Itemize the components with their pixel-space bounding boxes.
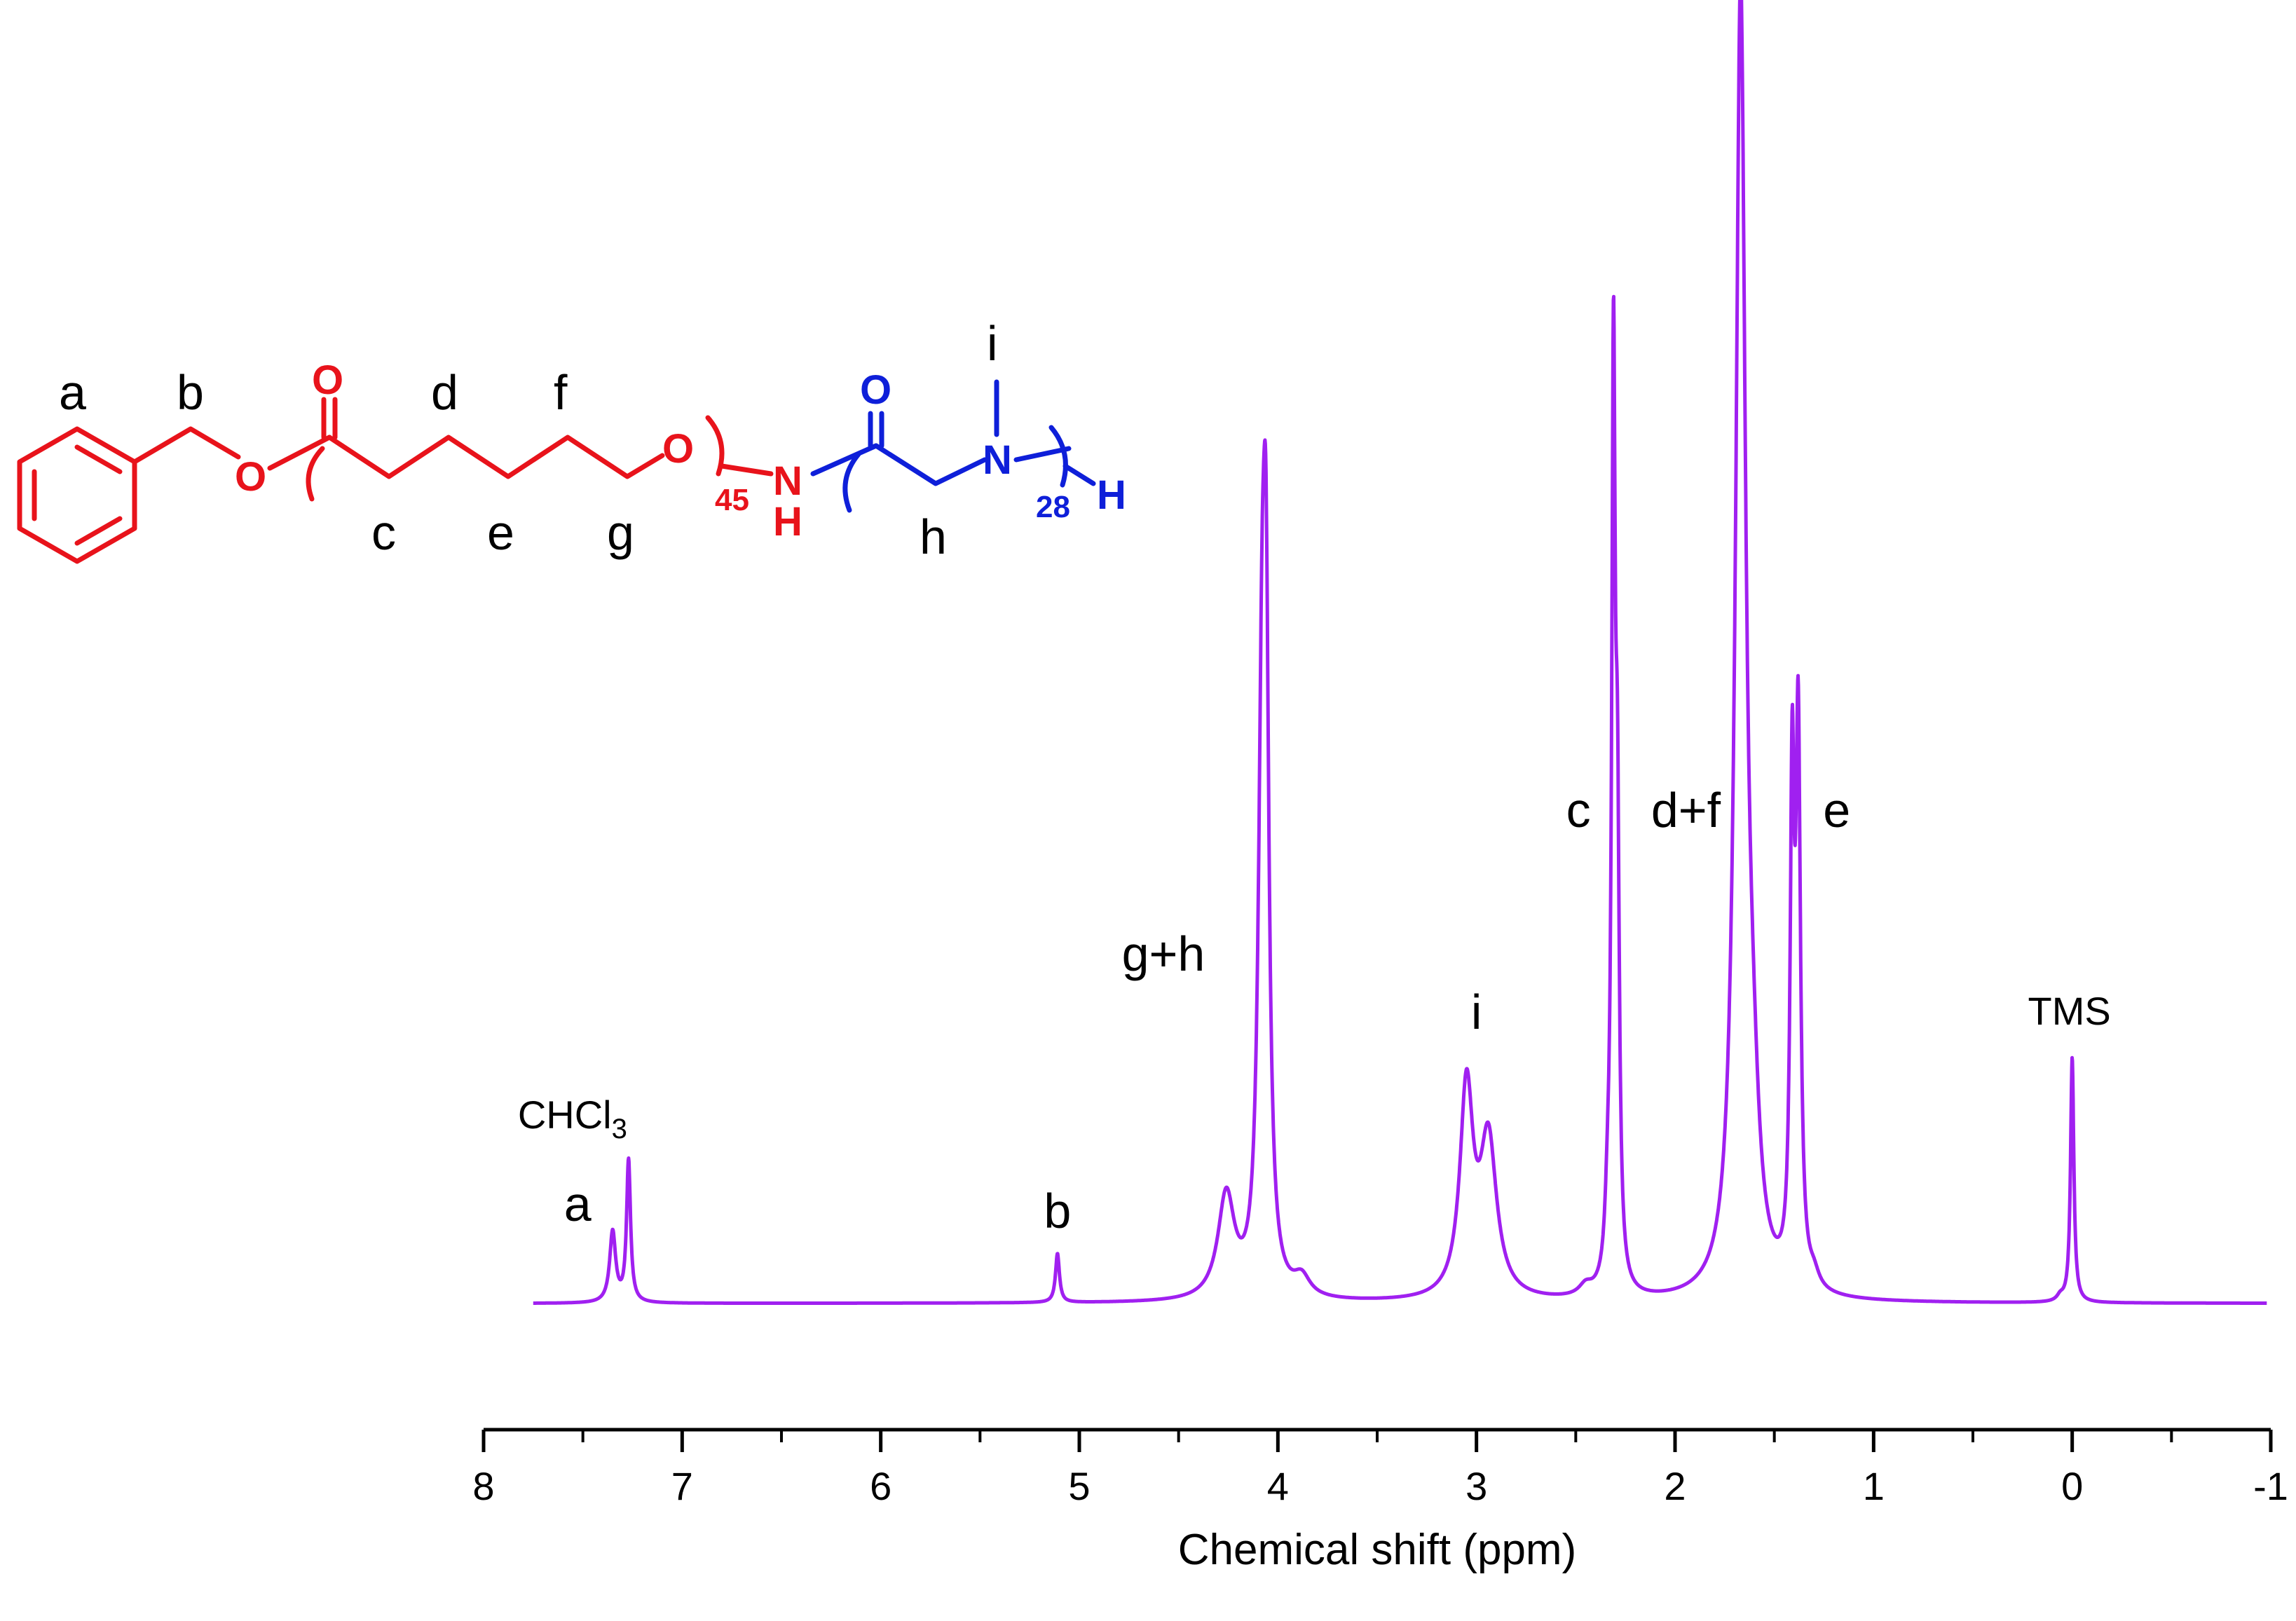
bracket-left-2 — [842, 451, 861, 513]
x-ticks: 8 7 6 5 4 3 2 1 0 -1 — [472, 1430, 2288, 1508]
atom-o-carbonyl: O — [312, 357, 343, 403]
bracket-right-2 — [1048, 425, 1068, 488]
benzene-inner-bond-1 — [74, 444, 123, 474]
atom-n-methyl: N — [983, 437, 1012, 483]
proton-label-b: b — [177, 365, 204, 420]
x-tick-label: 3 — [1465, 1464, 1487, 1508]
benzene-inner-bond-2 — [74, 516, 123, 546]
proton-label-h: h — [920, 509, 947, 564]
atom-o-chain: O — [662, 426, 694, 472]
caprolactone-chain — [327, 435, 665, 479]
ester-bond — [267, 435, 332, 471]
peak-annotations: a CHCl3 b g+h i c d+f e TMS — [518, 783, 2111, 1238]
n-to-bracket — [1013, 446, 1072, 463]
chemical-structure: O O O 45 N H O N 28 H a b c d e f g h i — [17, 316, 1126, 564]
x-tick-label: 7 — [671, 1464, 693, 1508]
atom-o-ester: O — [235, 454, 266, 500]
peak-label: b — [1044, 1184, 1071, 1238]
x-tick-label: 5 — [1068, 1464, 1090, 1508]
repeat-count-45: 45 — [715, 483, 749, 517]
repeat-count-28: 28 — [1036, 490, 1070, 524]
end-bond — [1062, 463, 1096, 486]
peak-label-subscript: 3 — [612, 1114, 627, 1144]
chain-to-nh — [719, 463, 774, 477]
peak-label: i — [1471, 985, 1482, 1039]
plot-area: a CHCl3 b g+h i c d+f e TMS — [518, 0, 2269, 1305]
bracket-left-1 — [306, 446, 325, 502]
atom-n-amide: N — [773, 458, 802, 504]
x-tick-label: 6 — [870, 1464, 891, 1508]
sarcosine-chain — [873, 443, 988, 486]
x-tick-label: -1 — [2253, 1464, 2288, 1508]
proton-label-g: g — [607, 505, 634, 560]
x-tick-label: 0 — [2061, 1464, 2083, 1508]
peak-label: d+f — [1651, 783, 1721, 837]
x-tick-label: 8 — [472, 1464, 494, 1508]
x-tick-label: 2 — [1664, 1464, 1686, 1508]
spectrum-line — [531, 0, 2269, 1305]
x-tick-label: 1 — [1863, 1464, 1885, 1508]
proton-label-c: c — [371, 505, 396, 560]
atom-o-carbonyl2: O — [860, 367, 891, 413]
peak-label: CHCl3 — [518, 1093, 627, 1144]
x-tick-label: 4 — [1267, 1464, 1289, 1508]
proton-label-d: d — [431, 365, 458, 420]
peak-label: g+h — [1122, 926, 1205, 981]
nh-to-carbonyl — [810, 443, 879, 477]
benzyl-bonds — [132, 426, 241, 465]
atom-h-end: H — [1097, 472, 1126, 518]
x-axis-title: Chemical shift (ppm) — [1178, 1526, 1576, 1574]
peak-label: e — [1823, 783, 1850, 837]
pcl-block — [17, 397, 774, 564]
x-axis: 8 7 6 5 4 3 2 1 0 -1 Chemical shift (ppm) — [472, 1428, 2288, 1574]
proton-label-i: i — [987, 316, 998, 371]
proton-label-a: a — [59, 365, 86, 420]
proton-label-e: e — [487, 505, 514, 560]
peak-label: c — [1566, 783, 1591, 837]
psar-block — [810, 379, 1096, 513]
atom-h-amide: H — [773, 499, 802, 545]
proton-label-f: f — [554, 365, 568, 420]
peak-label: a — [564, 1177, 592, 1231]
peak-label: TMS — [2028, 989, 2111, 1033]
